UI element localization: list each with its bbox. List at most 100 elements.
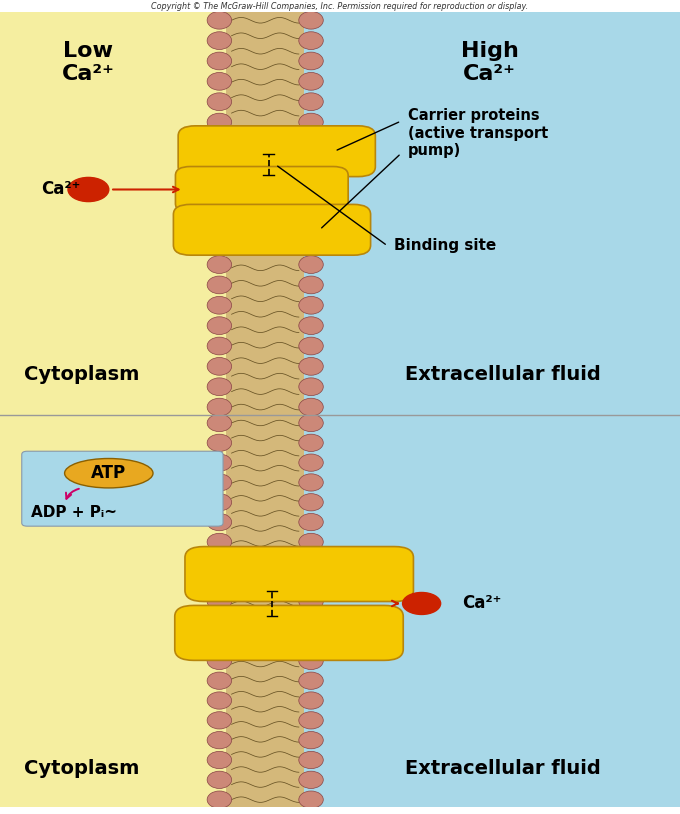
Text: Cytoplasm: Cytoplasm (24, 365, 139, 384)
Ellipse shape (207, 337, 232, 355)
Bar (265, 415, 680, 807)
Text: Copyright © The McGraw-Hill Companies, Inc. Permission required for reproduction: Copyright © The McGraw-Hill Companies, I… (152, 2, 528, 11)
FancyBboxPatch shape (185, 546, 413, 602)
Ellipse shape (207, 771, 232, 789)
Text: High
Ca²⁺: High Ca²⁺ (460, 41, 519, 84)
Ellipse shape (207, 751, 232, 768)
Ellipse shape (299, 32, 323, 50)
FancyBboxPatch shape (175, 606, 403, 660)
Bar (265, 12, 680, 415)
Bar (0, 12, 265, 415)
Ellipse shape (207, 72, 232, 90)
Text: Low
Ca²⁺: Low Ca²⁺ (62, 41, 115, 84)
Ellipse shape (299, 337, 323, 355)
Ellipse shape (299, 93, 323, 111)
Ellipse shape (207, 174, 232, 192)
Ellipse shape (299, 235, 323, 253)
Bar (226, 415, 305, 807)
Ellipse shape (65, 458, 153, 488)
Ellipse shape (299, 357, 323, 375)
Bar (0, 415, 265, 807)
Ellipse shape (299, 414, 323, 431)
Ellipse shape (207, 296, 232, 314)
Text: Extracellular fluid: Extracellular fluid (405, 759, 601, 777)
Ellipse shape (207, 732, 232, 749)
Ellipse shape (299, 174, 323, 192)
Ellipse shape (299, 554, 323, 571)
Ellipse shape (299, 72, 323, 90)
Ellipse shape (299, 732, 323, 749)
Ellipse shape (207, 613, 232, 630)
Ellipse shape (299, 454, 323, 471)
Ellipse shape (299, 791, 323, 808)
Ellipse shape (299, 296, 323, 314)
Ellipse shape (207, 317, 232, 335)
Ellipse shape (207, 357, 232, 375)
Text: Cytoplasm: Cytoplasm (24, 759, 139, 777)
FancyBboxPatch shape (178, 126, 375, 177)
Ellipse shape (207, 93, 232, 111)
Ellipse shape (299, 573, 323, 590)
Ellipse shape (207, 154, 232, 172)
Bar (226, 12, 305, 415)
Circle shape (68, 177, 109, 202)
Text: Binding site: Binding site (394, 239, 496, 253)
Ellipse shape (207, 133, 232, 151)
Ellipse shape (299, 52, 323, 70)
Ellipse shape (299, 133, 323, 151)
Ellipse shape (299, 771, 323, 789)
Ellipse shape (299, 613, 323, 630)
Ellipse shape (299, 317, 323, 335)
Ellipse shape (207, 493, 232, 511)
Text: Ca²⁺: Ca²⁺ (41, 181, 81, 199)
Ellipse shape (299, 11, 323, 29)
Ellipse shape (207, 378, 232, 396)
Text: Carrier proteins
(active transport
pump): Carrier proteins (active transport pump) (408, 108, 548, 158)
FancyBboxPatch shape (22, 451, 223, 526)
Ellipse shape (207, 791, 232, 808)
Ellipse shape (207, 113, 232, 131)
Ellipse shape (299, 256, 323, 274)
Ellipse shape (299, 474, 323, 491)
Text: ATP: ATP (91, 464, 126, 482)
Ellipse shape (207, 235, 232, 253)
Ellipse shape (207, 11, 232, 29)
Ellipse shape (207, 711, 232, 729)
Ellipse shape (299, 154, 323, 172)
Ellipse shape (299, 276, 323, 294)
Ellipse shape (207, 52, 232, 70)
Ellipse shape (207, 276, 232, 294)
Text: ADP + Pᵢ~: ADP + Pᵢ~ (31, 505, 116, 519)
Ellipse shape (299, 514, 323, 531)
Ellipse shape (299, 195, 323, 212)
Ellipse shape (207, 256, 232, 274)
Ellipse shape (299, 113, 323, 131)
Ellipse shape (207, 398, 232, 416)
Ellipse shape (299, 593, 323, 610)
Ellipse shape (299, 692, 323, 709)
Ellipse shape (207, 434, 232, 452)
Ellipse shape (299, 398, 323, 416)
Ellipse shape (207, 474, 232, 491)
Ellipse shape (299, 434, 323, 452)
Text: Ca²⁺: Ca²⁺ (462, 594, 502, 612)
Text: Extracellular fluid: Extracellular fluid (405, 365, 601, 384)
Ellipse shape (207, 215, 232, 233)
Ellipse shape (207, 195, 232, 212)
FancyBboxPatch shape (173, 204, 371, 255)
Circle shape (403, 593, 441, 615)
Ellipse shape (207, 514, 232, 531)
Ellipse shape (207, 573, 232, 590)
Ellipse shape (299, 652, 323, 669)
Ellipse shape (207, 593, 232, 610)
Ellipse shape (207, 692, 232, 709)
Ellipse shape (207, 632, 232, 650)
Ellipse shape (299, 672, 323, 689)
Ellipse shape (207, 554, 232, 571)
Ellipse shape (299, 378, 323, 396)
Ellipse shape (299, 493, 323, 511)
Ellipse shape (299, 751, 323, 768)
Ellipse shape (207, 533, 232, 550)
Ellipse shape (299, 533, 323, 550)
Ellipse shape (207, 672, 232, 689)
